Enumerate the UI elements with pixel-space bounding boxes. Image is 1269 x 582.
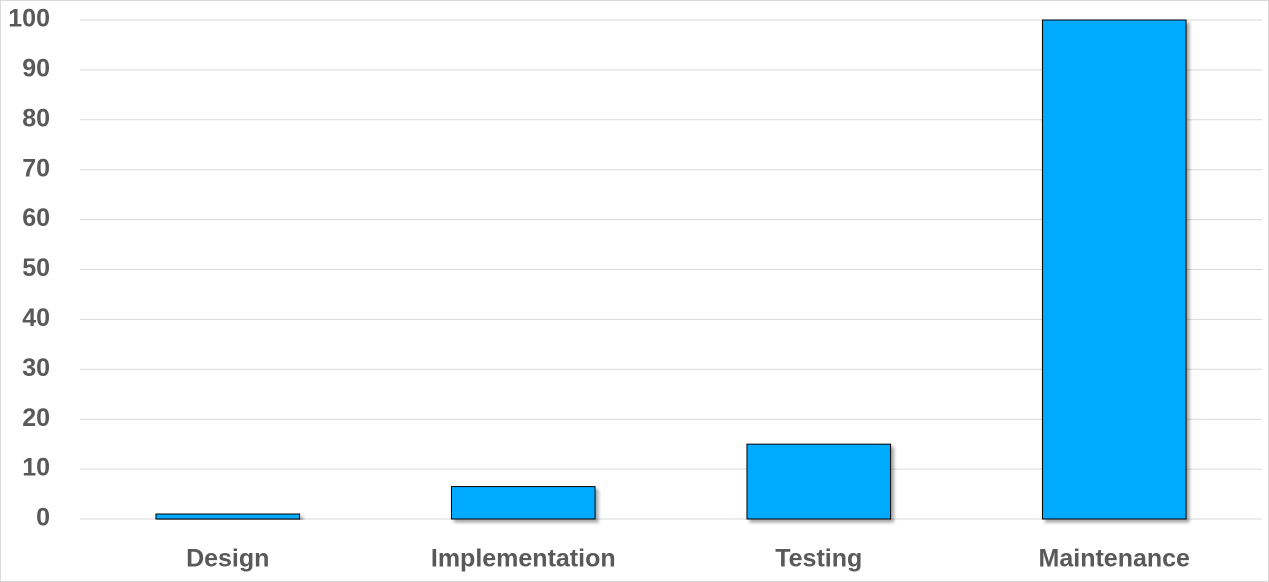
bar (450, 486, 596, 520)
y-tick-label: 100 (8, 5, 50, 33)
y-tick-label: 60 (22, 204, 50, 232)
bar (1041, 19, 1187, 520)
y-tick-label: 20 (22, 404, 50, 432)
y-tick-label: 50 (22, 254, 50, 282)
y-tick-label: 70 (22, 154, 50, 182)
y-tick-label: 0 (36, 504, 50, 532)
y-tick-label: 40 (22, 304, 50, 332)
bar (746, 443, 892, 520)
y-tick-label: 10 (22, 454, 50, 482)
y-tick-label: 80 (22, 104, 50, 132)
y-tick-label: 30 (22, 354, 50, 382)
x-tick-label: Maintenance (1039, 545, 1191, 573)
x-tick-label: Design (186, 545, 269, 573)
bar (155, 513, 301, 520)
x-tick-label: Testing (775, 545, 862, 573)
x-tick-label: Implementation (431, 545, 616, 573)
y-tick-label: 90 (22, 55, 50, 83)
